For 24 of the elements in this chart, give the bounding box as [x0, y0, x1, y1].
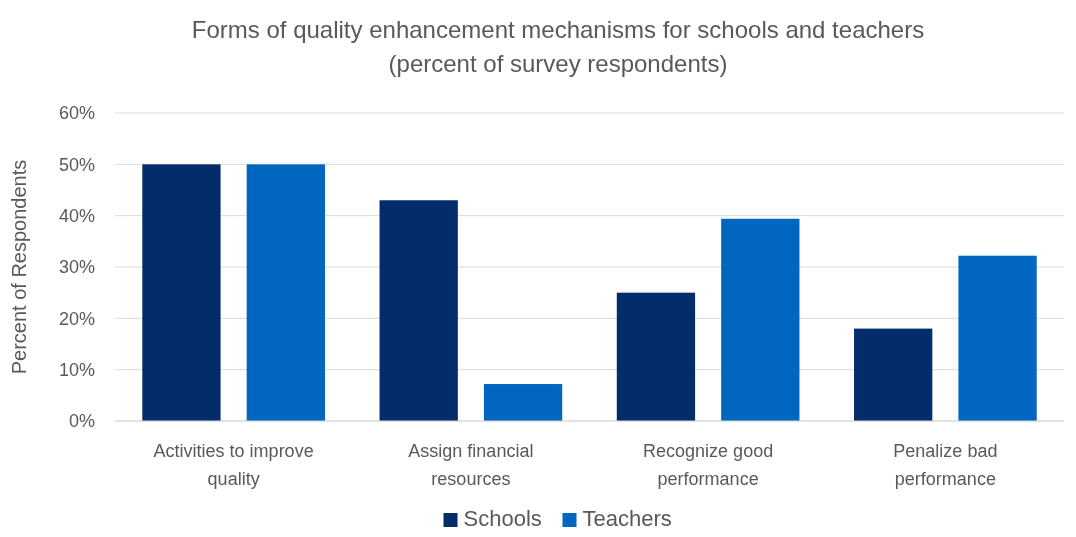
y-axis-title: Percent of Respondents	[8, 159, 30, 375]
x-tick-label: Recognize good performance	[643, 441, 774, 489]
y-tick-label: 30%	[58, 257, 95, 278]
bar	[483, 384, 563, 421]
bar	[142, 164, 221, 421]
y-tick-label: 20%	[58, 308, 95, 329]
y-tick-label: 10%	[58, 359, 95, 380]
chart-title: Forms of quality enhancement mechanisms for schools and teachers	[191, 16, 925, 43]
legend-label: Teachers	[582, 506, 672, 531]
bar	[854, 328, 933, 421]
bar	[246, 164, 325, 421]
bar	[721, 218, 800, 421]
y-tick-label: 0%	[68, 411, 95, 432]
bar	[379, 200, 458, 421]
y-tick-label: 50%	[58, 154, 95, 175]
bar	[616, 292, 696, 421]
bar	[958, 255, 1037, 421]
chart-subtitle: (percent of survey respondents)	[388, 50, 728, 77]
legend-label: Schools	[463, 506, 542, 531]
x-tick-label: Activities to improve quality	[153, 441, 314, 489]
x-tick-label: Penalize bad performance	[893, 441, 998, 489]
x-tick-label: Assign financial resources	[408, 441, 534, 489]
y-tick-label: 60%	[58, 103, 95, 124]
y-tick-label: 40%	[58, 205, 95, 226]
